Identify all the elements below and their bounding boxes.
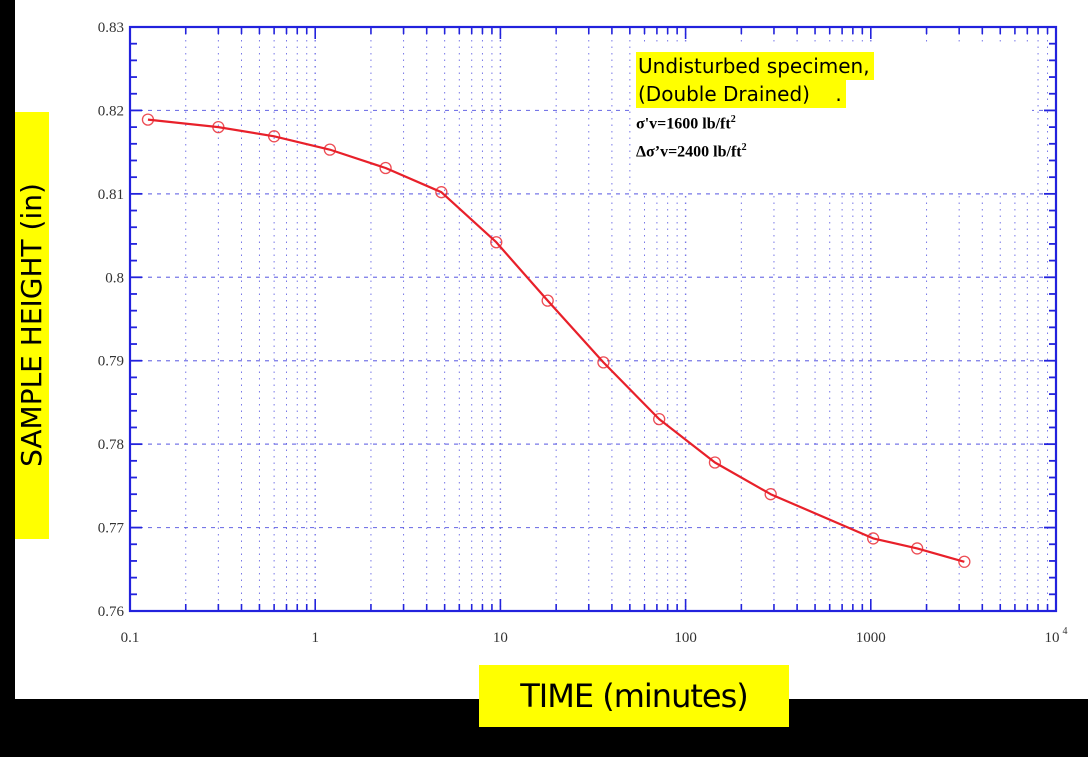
data-point-marker bbox=[490, 236, 503, 249]
y-tick-label: 0.8 bbox=[105, 270, 124, 286]
annotation-stress-increment-exp: 2 bbox=[741, 142, 747, 154]
annotation-block: Undisturbed specimen, (Double Drained) .… bbox=[636, 52, 874, 165]
annotation-specimen: Undisturbed specimen, bbox=[636, 52, 874, 80]
annotation-stress-increment: Δσ’v=2400 lb/ft2 bbox=[636, 136, 874, 164]
data-point-marker bbox=[708, 456, 722, 469]
grid-lines bbox=[130, 27, 1056, 611]
x-tick-label: 1000 bbox=[856, 630, 886, 646]
annotation-effective-stress-text: σ'v=1600 lb/ft bbox=[636, 115, 731, 133]
annotation-effective-stress-exp: 2 bbox=[730, 114, 736, 125]
y-tick-label: 0.79 bbox=[98, 354, 124, 370]
data-point-marker bbox=[597, 356, 610, 369]
x-tick-label: 100 bbox=[674, 630, 697, 646]
data-point-marker bbox=[435, 186, 448, 199]
y-tick-label: 0.82 bbox=[98, 103, 124, 119]
y-tick-label: 0.78 bbox=[98, 437, 124, 453]
data-point-marker bbox=[267, 130, 281, 143]
y-axis-label-highlight bbox=[15, 112, 49, 539]
data-line bbox=[147, 118, 965, 563]
x-tick-label: 10 bbox=[493, 630, 508, 646]
plot-frame bbox=[128, 25, 1058, 613]
tick-labels: 0.76 0.77 0.78 0.79 0.8 0.81 0.82 0.83 0.1 1 10 100… bbox=[98, 20, 1068, 646]
data-point-marker bbox=[141, 113, 155, 126]
annotation-stress-increment-text: Δσ’v=2400 lb/ft bbox=[636, 143, 742, 161]
x-tick-label: 1 bbox=[311, 630, 319, 646]
y-tick-label: 0.81 bbox=[98, 187, 124, 203]
x-axis-label: TIME (minutes) bbox=[479, 665, 789, 727]
y-tick-label: 0.77 bbox=[98, 521, 125, 537]
y-tick-label: 0.83 bbox=[98, 20, 124, 36]
data-point-marker bbox=[323, 143, 337, 156]
data-point-marker bbox=[653, 412, 666, 426]
x-tick-label: 10 bbox=[1045, 630, 1060, 646]
data-point-marker bbox=[764, 488, 777, 501]
y-tick-label: 0.76 bbox=[98, 604, 125, 620]
data-series bbox=[141, 113, 971, 568]
data-point-marker bbox=[867, 532, 880, 545]
annotation-effective-stress: σ'v=1600 lb/ft2 bbox=[636, 108, 874, 136]
x-tick-label-exponent: 4 bbox=[1063, 626, 1068, 637]
y-axis-label: SAMPLE HEIGHT (in) bbox=[15, 183, 48, 467]
data-point-marker bbox=[212, 120, 225, 134]
data-point-marker bbox=[958, 555, 971, 568]
axes bbox=[128, 25, 1058, 613]
annotation-drainage: (Double Drained) . bbox=[636, 80, 846, 108]
data-point-marker bbox=[379, 161, 392, 175]
data-point-marker bbox=[911, 542, 924, 555]
x-tick-label: 0.1 bbox=[121, 630, 140, 646]
data-point-marker bbox=[541, 294, 554, 307]
